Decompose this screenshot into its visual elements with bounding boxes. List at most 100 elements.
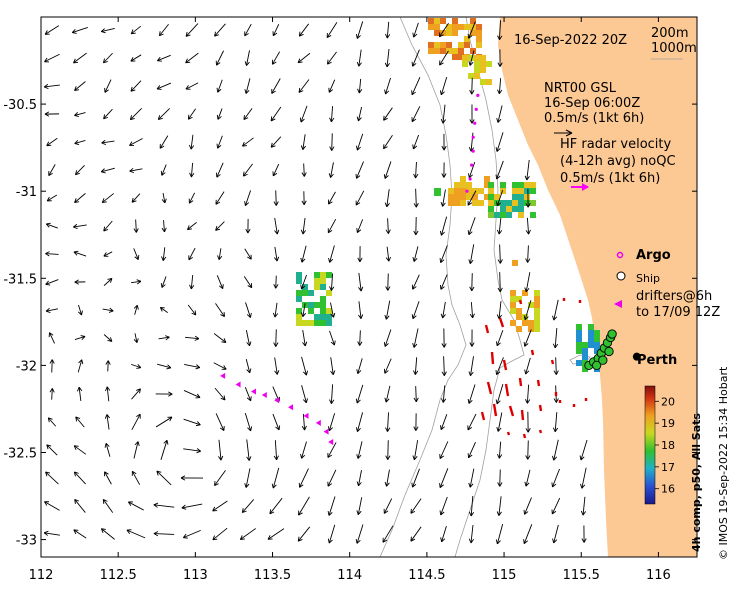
sst-pixel bbox=[494, 194, 500, 200]
sst-pixel bbox=[522, 290, 528, 296]
x-axis: 112 112.5 113 113.5 114 114.5 115 115.5 116 bbox=[29, 17, 671, 583]
current-arrow bbox=[184, 363, 201, 370]
sst-pixel bbox=[500, 206, 506, 212]
hf-radar-arrow bbox=[520, 409, 525, 421]
current-arrow bbox=[413, 357, 419, 375]
current-arrow bbox=[102, 498, 114, 513]
current-arrow bbox=[299, 105, 308, 123]
current-arrow bbox=[552, 299, 559, 321]
sst-pixel bbox=[534, 290, 540, 296]
sst-pixel bbox=[530, 212, 536, 218]
current-arrow bbox=[383, 161, 392, 179]
colorbar-tick-label: 16 bbox=[661, 483, 675, 496]
colorbar bbox=[644, 385, 656, 505]
sst-pixel bbox=[512, 194, 518, 200]
sst-pixel bbox=[326, 272, 332, 278]
current-arrow bbox=[300, 303, 307, 318]
current-arrow bbox=[300, 441, 307, 459]
drifter-position bbox=[261, 392, 267, 398]
sst-pixel bbox=[500, 212, 506, 218]
sst-pixel bbox=[512, 182, 518, 188]
current-arrow bbox=[43, 83, 60, 90]
current-arrow bbox=[161, 220, 167, 233]
current-arrow bbox=[356, 49, 362, 67]
radar-scale-arrow bbox=[571, 183, 589, 191]
current-arrow bbox=[413, 217, 419, 236]
sst-pixel bbox=[480, 61, 486, 67]
current-arrow bbox=[411, 76, 421, 96]
x-tick-label: 115.5 bbox=[563, 568, 600, 583]
current-arrow bbox=[552, 524, 559, 544]
sst-pixel bbox=[500, 200, 506, 206]
sst-pixel bbox=[302, 284, 308, 290]
map-date: 16-Sep-2022 20Z bbox=[514, 33, 627, 48]
current-arrow bbox=[356, 441, 363, 459]
current-arrow bbox=[329, 106, 335, 123]
current-arrow bbox=[412, 328, 419, 348]
argo-track bbox=[465, 93, 480, 193]
sst-pixel bbox=[314, 284, 320, 290]
colorbar-tick-label: 20 bbox=[661, 395, 675, 408]
current-arrow bbox=[216, 275, 224, 290]
sst-pixel bbox=[510, 308, 516, 314]
sst-pixel bbox=[466, 188, 472, 194]
hf-radar-arrow bbox=[484, 324, 490, 334]
current-arrow bbox=[413, 413, 419, 431]
model-scale-arrow bbox=[554, 129, 573, 137]
current-arrow bbox=[243, 276, 253, 289]
sst-pixel bbox=[518, 200, 524, 206]
current-arrow bbox=[355, 161, 364, 179]
current-arrow bbox=[215, 413, 225, 431]
current-arrow bbox=[133, 248, 140, 260]
current-arrow bbox=[301, 163, 307, 177]
current-arrow bbox=[552, 328, 559, 349]
sst-pixel bbox=[446, 30, 452, 36]
current-arrow bbox=[102, 52, 113, 64]
sst-pixel bbox=[512, 260, 518, 266]
sst-pixel bbox=[476, 24, 482, 30]
sst-pixel bbox=[428, 42, 434, 48]
current-arrow bbox=[45, 471, 59, 485]
current-arrow bbox=[102, 307, 114, 313]
hf-radar-arrow bbox=[502, 359, 508, 371]
sst-pixel bbox=[464, 42, 470, 48]
sst-pixel bbox=[534, 302, 540, 308]
current-arrow bbox=[131, 363, 142, 369]
sst-pixel bbox=[518, 182, 524, 188]
current-arrow bbox=[384, 48, 390, 68]
sst-pixel bbox=[476, 30, 482, 36]
sst-pixel bbox=[446, 24, 452, 30]
drifter-marker bbox=[614, 300, 622, 308]
sst-pixel bbox=[314, 302, 320, 308]
sst-pixel bbox=[470, 18, 476, 24]
current-arrow bbox=[243, 108, 253, 121]
colorbar-tick-label: 19 bbox=[661, 417, 675, 430]
sst-pixel bbox=[476, 42, 482, 48]
current-arrow bbox=[300, 217, 307, 235]
current-arrow bbox=[181, 503, 203, 510]
sst-pixel bbox=[314, 320, 320, 326]
hf-radar-arrow bbox=[506, 431, 511, 436]
current-arrow bbox=[215, 221, 225, 231]
sst-pixel bbox=[458, 42, 464, 48]
sst-pixel bbox=[528, 326, 534, 332]
current-arrow bbox=[273, 440, 279, 461]
current-arrow bbox=[187, 108, 196, 120]
sst-pixel bbox=[522, 314, 528, 320]
current-arrow bbox=[439, 441, 449, 459]
sst-pixel bbox=[314, 272, 320, 278]
current-arrow bbox=[496, 330, 504, 347]
x-tick-label: 113 bbox=[183, 568, 208, 583]
current-arrow bbox=[327, 219, 337, 234]
current-arrow bbox=[49, 388, 55, 400]
current-arrow bbox=[215, 303, 225, 317]
sst-pixel bbox=[594, 330, 600, 336]
sst-pixel bbox=[454, 182, 460, 188]
sst-pixel bbox=[576, 342, 582, 348]
current-arrow bbox=[439, 50, 449, 66]
current-arrow bbox=[73, 52, 87, 64]
current-arrow bbox=[74, 193, 86, 204]
current-arrow bbox=[214, 23, 226, 37]
current-arrow bbox=[468, 50, 475, 66]
current-arrow bbox=[301, 191, 307, 206]
